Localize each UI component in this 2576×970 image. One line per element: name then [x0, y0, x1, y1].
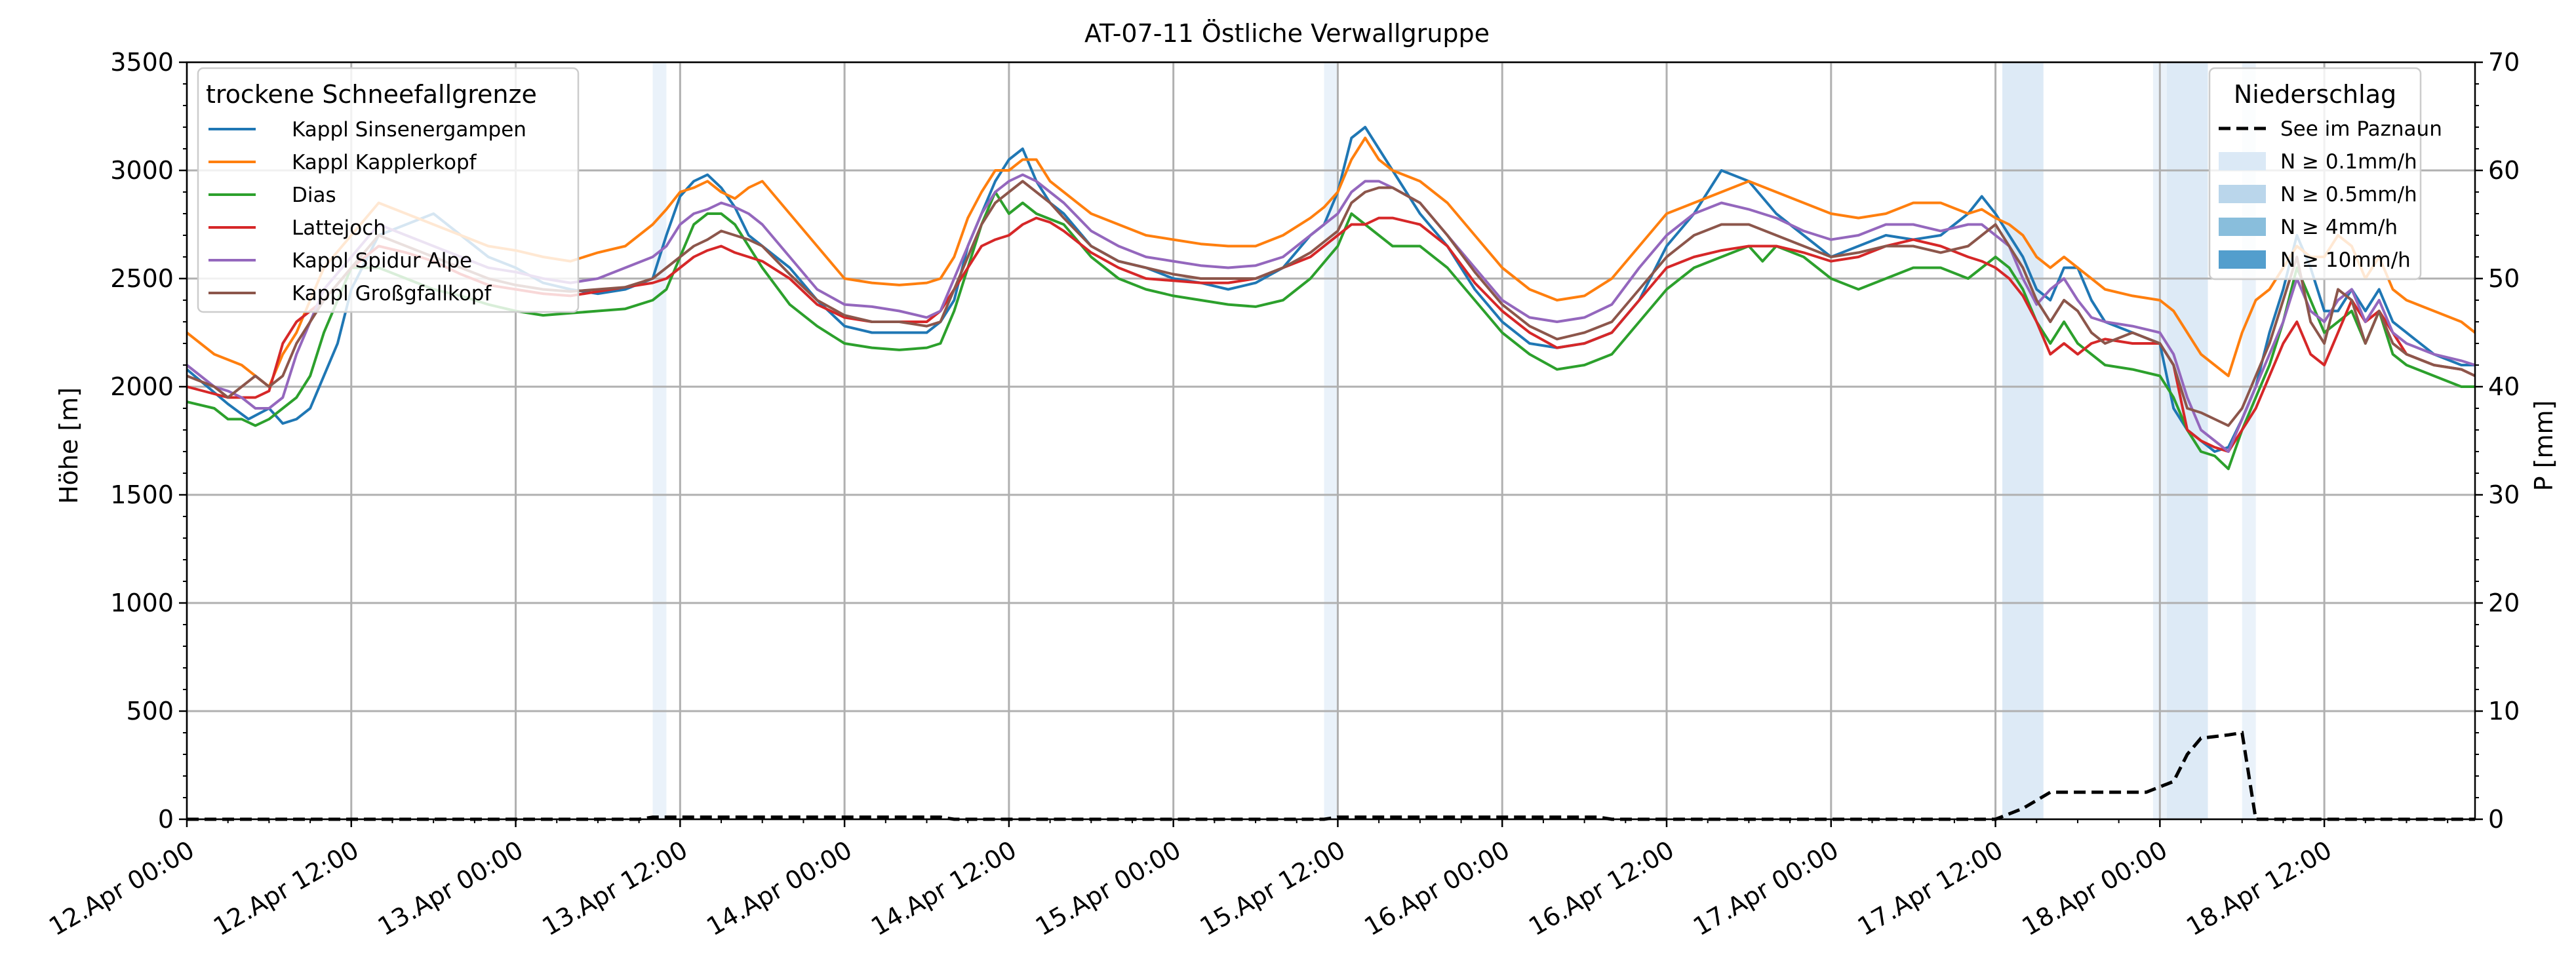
legend-right-band-label-1: N ≥ 0.5mm/h	[2280, 183, 2417, 206]
legend-left-label-3: Lattejoch	[292, 216, 386, 240]
legend-left-box	[197, 67, 580, 313]
series-lines	[186, 126, 2476, 471]
legend-left-label-1: Kappl Kapplerkopf	[292, 151, 477, 174]
y-tick-label-7: 3500	[110, 48, 174, 77]
legend-left: trockene Schneefallgrenze Kappl Sinsenerg…	[197, 67, 580, 313]
y-tick-label-2: 1000	[110, 589, 174, 617]
y-tick-label-6: 3000	[110, 156, 174, 185]
legend-right-title: Niederschlag	[2234, 80, 2396, 109]
legend-left-title: trockene Schneefallgrenze	[206, 80, 537, 109]
y-axis-label: Höhe [m]	[54, 387, 83, 504]
y-right-tick-label-6: 60	[2488, 156, 2520, 185]
y-tick-label-3: 1500	[110, 480, 174, 509]
y-right-tick-label-5: 50	[2488, 264, 2520, 293]
series-line-5	[186, 180, 2476, 427]
plot-frame	[186, 61, 2476, 821]
legend-right-band-swatch-0	[2219, 152, 2266, 170]
legend-right-band-swatch-2	[2219, 218, 2266, 236]
precip-band-0	[652, 62, 667, 819]
y-right-tick-label-0: 0	[2488, 805, 2504, 834]
y-right-tick-label-7: 70	[2488, 48, 2520, 77]
legend-left-label-2: Dias	[292, 184, 336, 207]
legend-right-band-swatch-3	[2219, 250, 2266, 269]
y-tick-label-0: 0	[158, 805, 174, 834]
series-line-3	[186, 216, 2476, 453]
y-right-tick-label-2: 20	[2488, 589, 2520, 617]
y-right-tick-label-1: 10	[2488, 697, 2520, 726]
legend-left-label-4: Kappl Spidur Alpe	[292, 249, 472, 273]
legend-right-band-label-2: N ≥ 4mm/h	[2280, 216, 2398, 239]
legend-right-band-swatch-1	[2219, 185, 2266, 203]
legend-left-label-5: Kappl Großgfallkopf	[292, 282, 492, 305]
y-right-tick-label-4: 40	[2488, 372, 2520, 401]
series-line-1	[186, 136, 2476, 388]
y-right-tick-label-3: 30	[2488, 480, 2520, 509]
legend-right-band-label-3: N ≥ 10mm/h	[2280, 248, 2411, 272]
legend-left-label-0: Kappl Sinsenergampen	[292, 118, 526, 142]
y-axis-label-right: P [mm]	[2529, 400, 2558, 492]
legend-right-band-label-0: N ≥ 0.1mm/h	[2280, 150, 2417, 174]
legend-right: Niederschlag See im Paznaun N ≥ 0.1mm/h N ≥…	[2208, 67, 2442, 281]
y-tick-label-4: 2000	[110, 372, 174, 401]
chart-title: AT-07-11 Östliche Verwallgruppe	[1084, 19, 1490, 48]
precip-band-1	[1324, 62, 1338, 819]
series-line-4	[186, 173, 2476, 453]
y-tick-label-1: 500	[126, 697, 174, 726]
precip-band-2	[2002, 62, 2044, 819]
legend-right-line-label: See im Paznaun	[2280, 117, 2442, 141]
y-tick-label-5: 2500	[110, 264, 174, 293]
